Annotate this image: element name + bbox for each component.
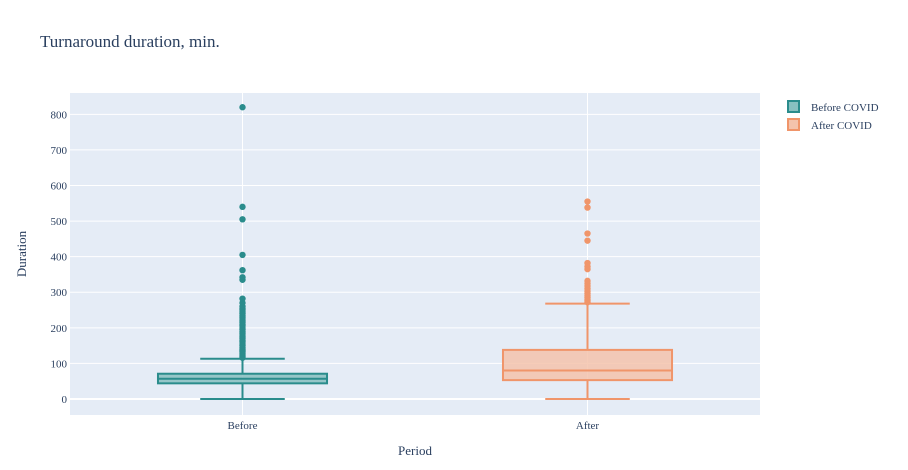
legend-item: After COVID [787, 118, 872, 132]
y-tick-label: 600 [51, 181, 68, 193]
outlier-point [239, 251, 246, 259]
outlier-point [239, 274, 246, 281]
legend-item: Before COVID [787, 100, 879, 114]
outlier-point [239, 295, 246, 302]
y-tick-label: 200 [51, 323, 68, 335]
outlier-point [584, 277, 591, 285]
legend-label: After COVID [811, 120, 872, 132]
box-trace [156, 104, 329, 400]
legend: Before COVID After COVID [787, 100, 879, 132]
y-tick-label: 400 [51, 252, 68, 264]
y-tick-label: 0 [62, 394, 68, 406]
y-axis-ticks: 0 100 200 300 400 500 600 700 800 [51, 109, 68, 406]
legend-swatch [787, 100, 800, 113]
y-tick-label: 500 [51, 216, 68, 228]
y-tick-label: 800 [51, 109, 68, 121]
outlier-point [584, 259, 591, 267]
legend-label: Before COVID [811, 102, 879, 114]
outlier-point [239, 104, 246, 111]
outlier-point [239, 216, 246, 223]
y-axis-title: Duration [14, 230, 29, 277]
x-tick-label: Before [228, 420, 258, 432]
x-tick-label: After [576, 420, 600, 432]
outlier-point [584, 204, 591, 211]
y-tick-label: 700 [51, 145, 68, 157]
iqr-box [501, 348, 674, 382]
box-traces [156, 104, 674, 400]
outlier-point [584, 198, 591, 205]
outlier-point [239, 266, 246, 274]
box-trace [501, 198, 674, 400]
outlier-point [584, 237, 591, 244]
outlier-point [239, 203, 246, 211]
y-tick-label: 300 [51, 287, 68, 299]
outlier-point [584, 230, 591, 237]
y-tick-label: 100 [51, 358, 68, 370]
x-axis-title: Period [398, 443, 432, 458]
x-axis-ticks: Before After [228, 420, 600, 432]
chart-title: Turnaround duration, min. [40, 32, 220, 51]
legend-swatch [787, 118, 800, 131]
